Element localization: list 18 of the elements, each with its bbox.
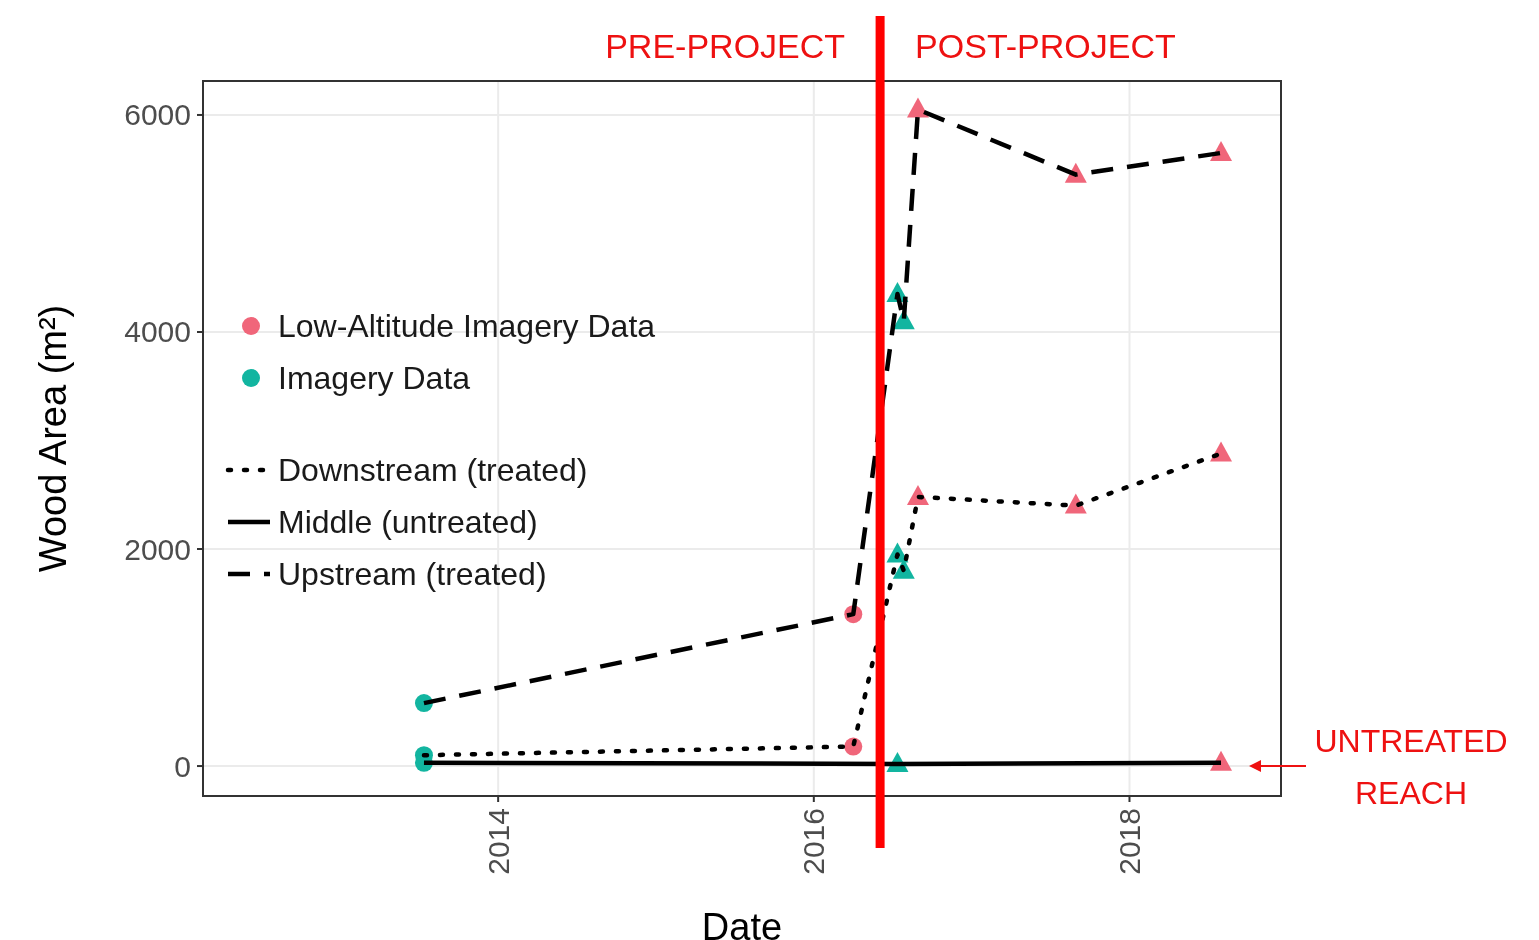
- x-axis-title: Date: [701, 906, 783, 940]
- legend-label: Imagery Data: [278, 360, 471, 397]
- x-tick-label: 2016: [797, 808, 831, 875]
- y-tick-label: 0: [174, 749, 191, 783]
- legend-label: Middle (untreated): [278, 504, 538, 541]
- y-tick-label: 6000: [124, 98, 191, 132]
- y-axis-title: Wood Area (m²): [32, 304, 74, 573]
- legend-label: Low-Altitude Imagery Data: [278, 308, 656, 345]
- y-tick-label: 2000: [124, 532, 191, 566]
- text: POST-PROJECT: [915, 27, 1176, 65]
- x-tick-label: 2018: [1112, 808, 1146, 875]
- legend-label: Upstream (treated): [278, 556, 547, 593]
- x-tick-label: 2014: [481, 808, 515, 875]
- y-tick-label: 4000: [124, 315, 191, 349]
- text: UNTREATED REACH: [1314, 723, 1508, 812]
- legend-label: Downstream (treated): [278, 452, 588, 489]
- point: [906, 97, 929, 118]
- text: PRE-PROJECT: [605, 27, 846, 65]
